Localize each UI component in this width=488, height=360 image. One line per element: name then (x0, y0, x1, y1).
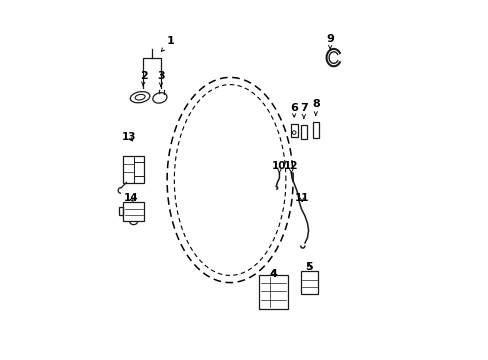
Text: 9: 9 (325, 34, 333, 49)
Bar (290, 124, 297, 137)
Bar (122, 202, 144, 221)
Bar (118, 207, 122, 215)
Text: 3: 3 (157, 71, 164, 86)
Text: 7: 7 (300, 103, 307, 118)
Text: 8: 8 (311, 99, 319, 115)
Text: 4: 4 (269, 269, 277, 279)
Bar (258, 275, 287, 309)
Text: 2: 2 (140, 71, 147, 86)
Text: 6: 6 (290, 103, 298, 117)
Bar (300, 271, 317, 294)
Text: 13: 13 (122, 132, 136, 142)
Bar (300, 125, 306, 139)
Text: 1: 1 (161, 36, 174, 51)
Text: 14: 14 (123, 193, 138, 203)
Text: 12: 12 (284, 161, 298, 174)
Text: 10: 10 (272, 161, 286, 174)
Text: 5: 5 (305, 262, 312, 272)
Bar (312, 122, 318, 138)
Text: 11: 11 (294, 193, 309, 203)
